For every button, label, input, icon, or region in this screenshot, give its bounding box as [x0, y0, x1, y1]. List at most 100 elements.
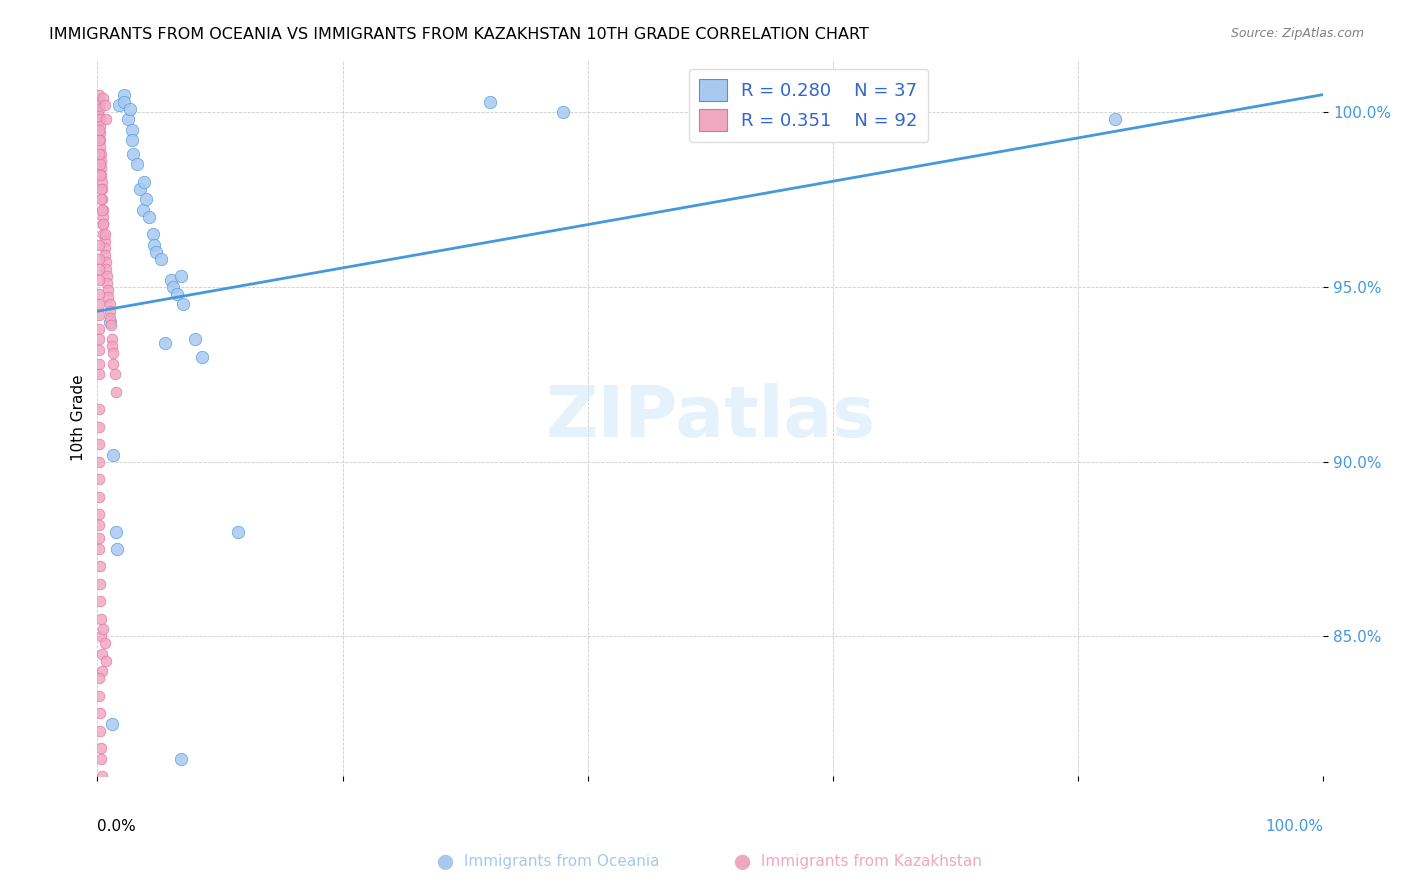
Point [87, 109, 110, 123]
Point [90, 161, 112, 175]
Legend: R = 0.280    N = 37, R = 0.351    N = 92: R = 0.280 N = 37, R = 0.351 N = 92 [689, 69, 928, 142]
Point [94, 112, 117, 126]
Point [142, 238, 165, 252]
Point [1104, 112, 1126, 126]
Point [101, 332, 124, 346]
Point [138, 210, 160, 224]
Point [87, 472, 110, 486]
Point [103, 346, 125, 360]
Point [87, 332, 110, 346]
Point [103, 368, 125, 382]
Text: Source: ZipAtlas.com: Source: ZipAtlas.com [1230, 27, 1364, 40]
Point [94, 262, 117, 277]
Point [90, 741, 112, 756]
Point [98, 304, 121, 318]
Point [228, 524, 250, 539]
Point [90, 612, 112, 626]
Point [87, 532, 110, 546]
Point [87, 252, 110, 266]
Point [87, 517, 110, 532]
Point [91, 202, 114, 217]
Point [87, 357, 110, 371]
Point [91, 193, 114, 207]
Point [160, 273, 183, 287]
Point [120, 102, 142, 116]
Point [100, 318, 122, 333]
Point [89, 168, 111, 182]
Point [172, 297, 194, 311]
Point [87, 507, 110, 521]
Point [87, 689, 110, 703]
Point [90, 147, 112, 161]
Point [93, 210, 115, 224]
Point [89, 706, 111, 721]
Point [93, 241, 115, 255]
Point [162, 280, 184, 294]
Point [87, 133, 110, 147]
Point [135, 193, 157, 207]
Point [89, 140, 111, 154]
Point [89, 559, 111, 574]
Point [87, 454, 110, 468]
Point [132, 202, 155, 217]
Point [91, 769, 114, 783]
Point [108, 98, 131, 112]
Point [87, 402, 110, 417]
Point [90, 752, 112, 766]
Point [105, 541, 128, 556]
Text: ⬤  Immigrants from Kazakhstan: ⬤ Immigrants from Kazakhstan [734, 854, 981, 870]
Point [97, 290, 120, 304]
Point [150, 252, 173, 266]
Point [93, 248, 115, 262]
Point [93, 217, 115, 231]
Point [93, 91, 115, 105]
Point [553, 105, 575, 120]
Point [89, 126, 111, 140]
Point [87, 368, 110, 382]
Point [87, 671, 110, 685]
Point [87, 147, 110, 161]
Point [112, 95, 135, 109]
Point [89, 133, 111, 147]
Point [87, 322, 110, 336]
Point [90, 153, 112, 168]
Point [89, 119, 111, 133]
Point [90, 182, 112, 196]
Point [93, 217, 115, 231]
Point [87, 490, 110, 504]
Point [141, 227, 163, 242]
Point [101, 339, 124, 353]
Point [132, 175, 155, 189]
Point [91, 175, 114, 189]
Point [184, 332, 207, 346]
Point [87, 541, 110, 556]
Y-axis label: 10th Grade: 10th Grade [72, 375, 86, 461]
Point [94, 255, 117, 269]
Point [89, 112, 111, 126]
Point [170, 752, 193, 766]
Point [103, 357, 125, 371]
Point [93, 623, 115, 637]
Point [87, 343, 110, 357]
Point [98, 311, 121, 326]
Point [87, 102, 110, 116]
Point [87, 437, 110, 451]
Text: IMMIGRANTS FROM OCEANIA VS IMMIGRANTS FROM KAZAKHSTAN 10TH GRADE CORRELATION CHA: IMMIGRANTS FROM OCEANIA VS IMMIGRANTS FR… [49, 27, 869, 42]
Point [87, 262, 110, 277]
Point [104, 384, 127, 399]
Point [104, 524, 127, 539]
Point [91, 647, 114, 661]
Point [478, 95, 501, 109]
Point [96, 269, 118, 284]
Point [87, 273, 110, 287]
Point [121, 133, 143, 147]
Point [122, 147, 145, 161]
Point [90, 629, 112, 643]
Point [94, 654, 117, 668]
Point [93, 227, 115, 242]
Point [93, 235, 115, 249]
Point [89, 157, 111, 171]
Point [93, 636, 115, 650]
Point [87, 98, 110, 112]
Point [883, 102, 905, 116]
